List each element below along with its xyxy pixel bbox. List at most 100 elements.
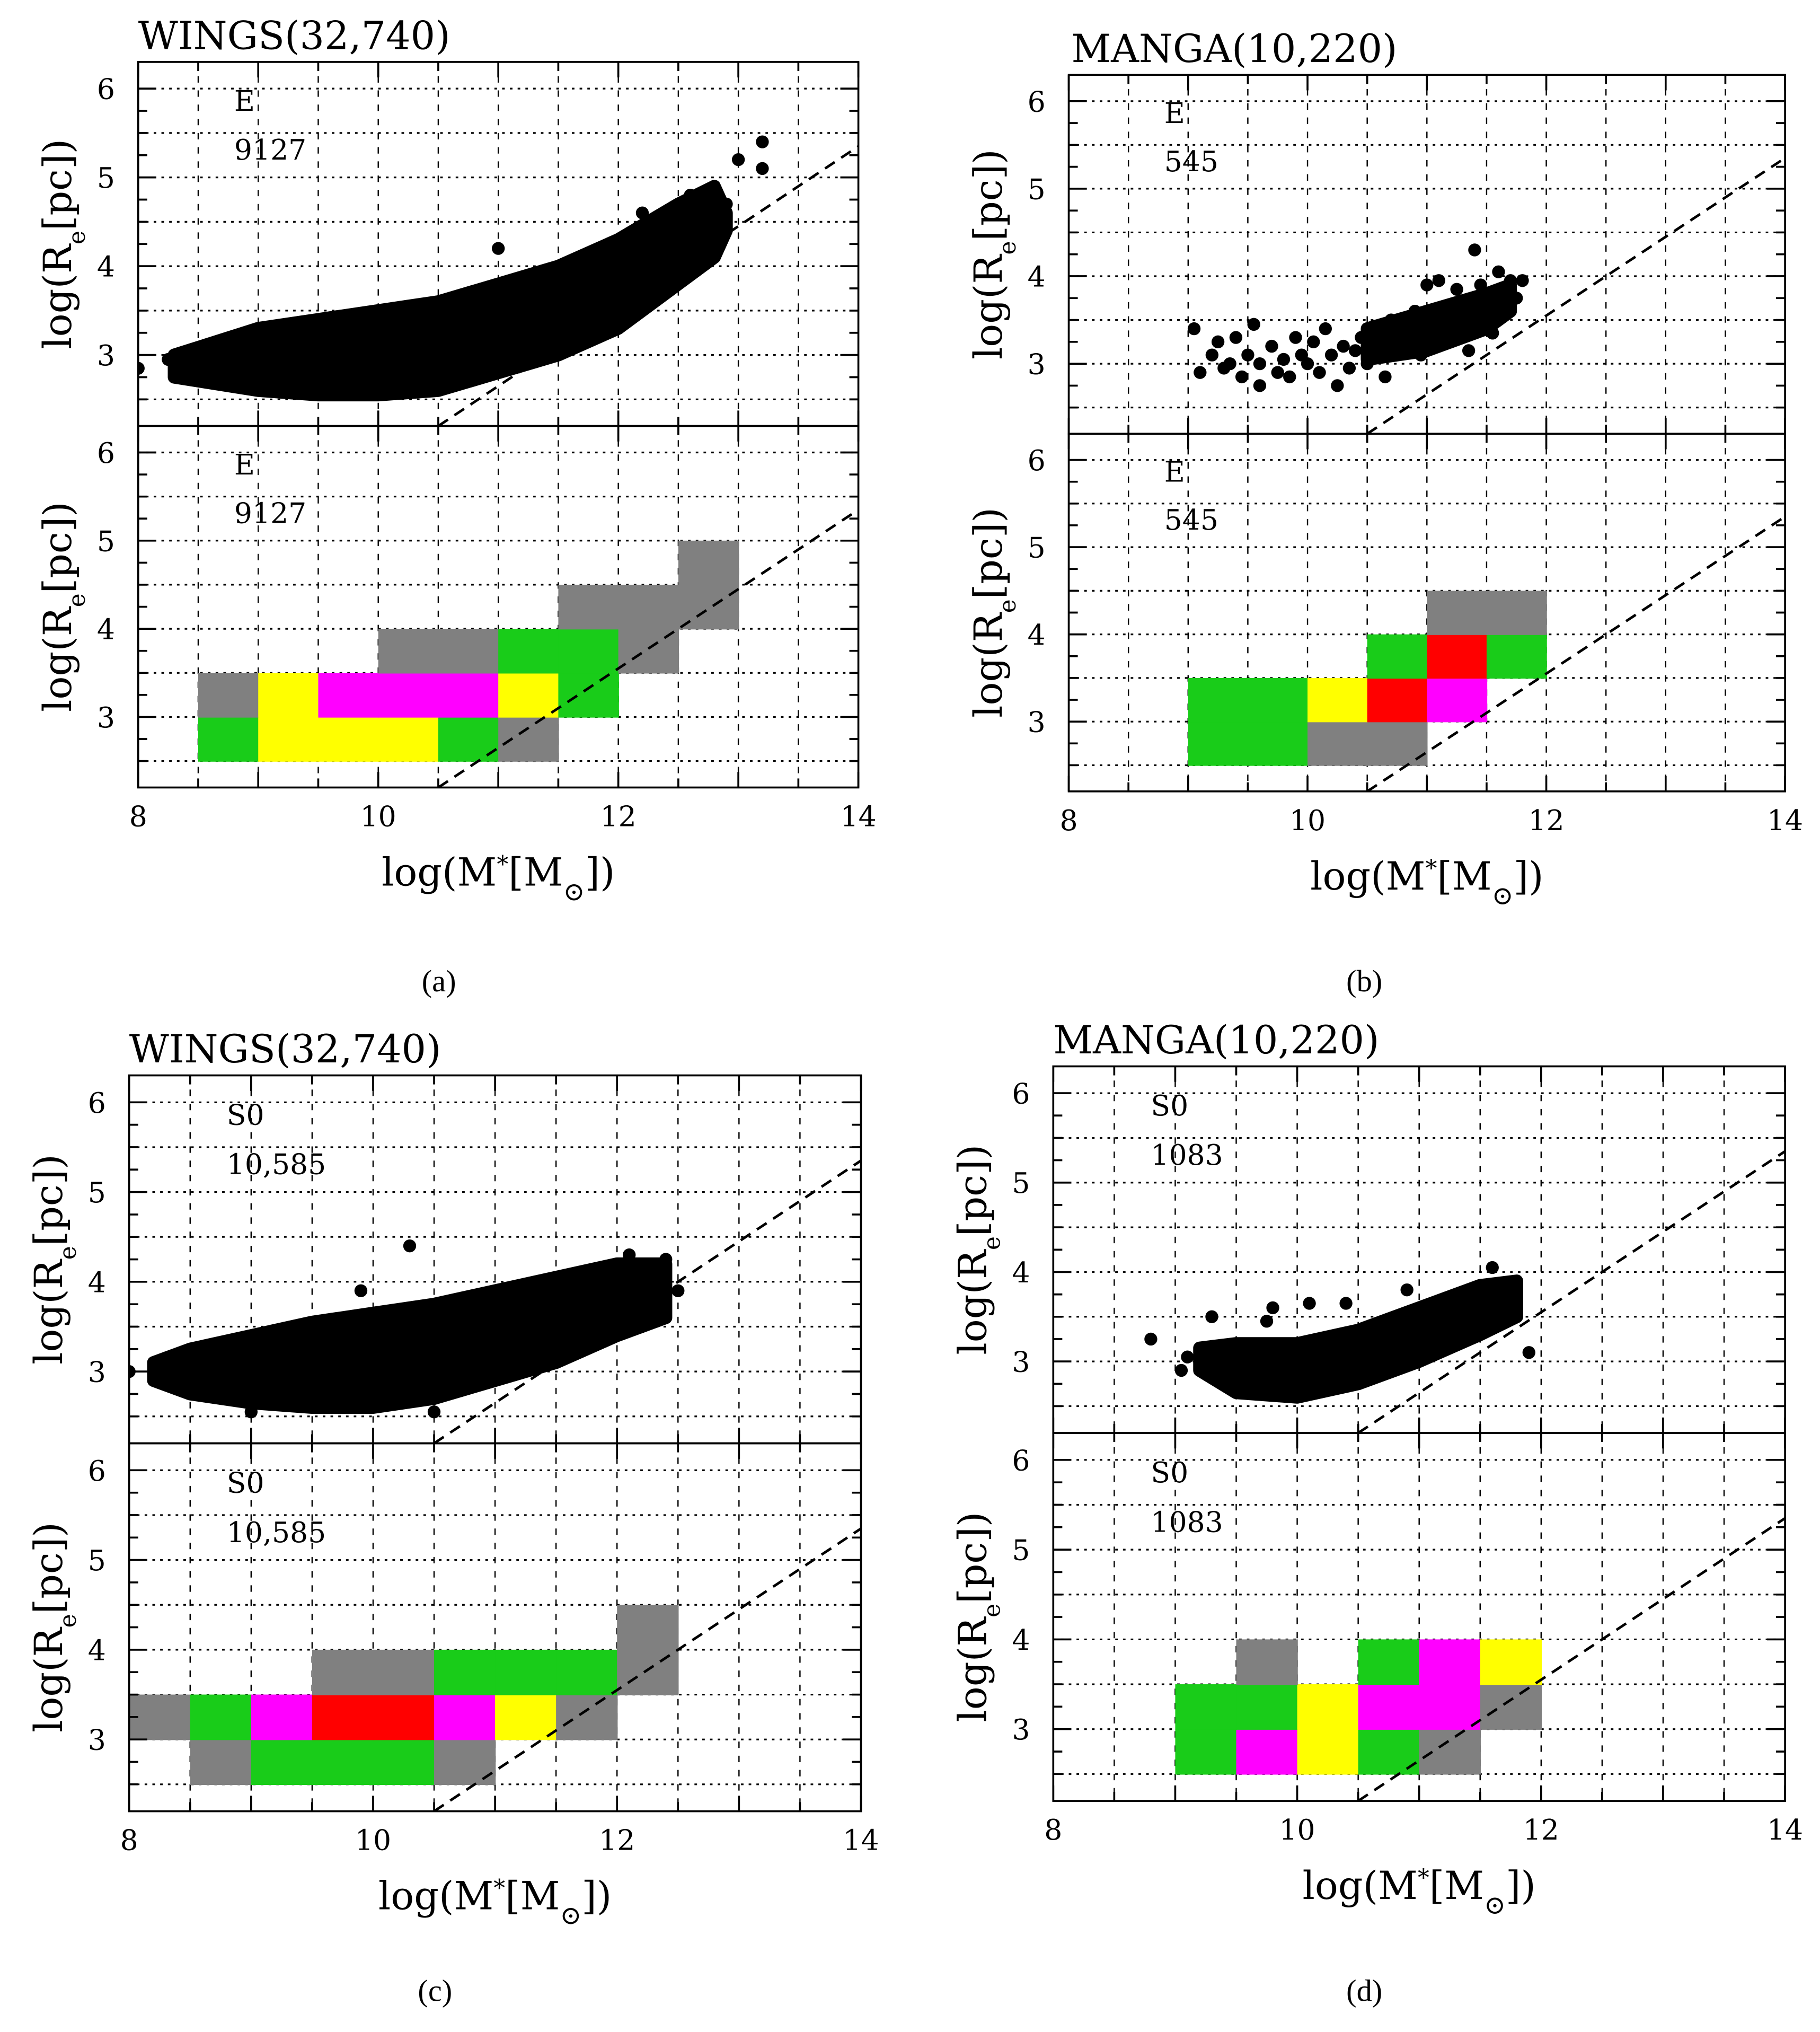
scatter-point	[635, 1320, 648, 1333]
bin-cell-gray	[373, 1649, 435, 1695]
bin-cell-red	[312, 1694, 374, 1740]
panel-caption: (a)	[422, 964, 456, 998]
bin-cell-green	[1188, 678, 1249, 723]
morphology-label: E	[234, 448, 255, 481]
y-label-part: log(R	[966, 612, 1011, 718]
bin-cell-green	[558, 673, 619, 718]
x-tick-label: 10	[355, 1824, 391, 1857]
y-axis-label: log(Re[pc])	[951, 1512, 1006, 1722]
y-axis-label: log(Re[pc])	[966, 507, 1021, 718]
plot-content	[1175, 1517, 1786, 1801]
y-label-subscript: e	[64, 593, 91, 607]
x-label-part: [M	[508, 850, 563, 895]
reference-dashed-line	[1357, 1517, 1786, 1801]
scatter-point	[1313, 366, 1326, 379]
x-tick-label: 10	[360, 800, 396, 833]
scatter-point	[138, 362, 145, 375]
y-label-part: log(R	[36, 243, 81, 349]
scatter-point	[756, 135, 769, 148]
bin-cell-yellow	[1307, 678, 1368, 723]
bin-cell-green	[495, 1649, 557, 1695]
scatter-point	[720, 197, 733, 211]
scatter-point	[1174, 1364, 1188, 1377]
y-tick-label: 4	[1028, 260, 1046, 293]
y-tick-label: 4	[1012, 1256, 1030, 1289]
scatter-point	[1498, 304, 1511, 318]
y-tick-label: 5	[88, 1544, 106, 1577]
scatter-point	[1456, 296, 1470, 309]
plot-frame	[1067, 433, 1786, 793]
scatter-point	[756, 162, 769, 175]
y-tick-label: 3	[97, 701, 115, 734]
scatter-point	[1266, 1301, 1279, 1315]
bin-cell-yellow	[1297, 1684, 1359, 1730]
scatter-point	[1468, 243, 1481, 257]
bin-cell-magenta	[1358, 1684, 1420, 1730]
scatter-point	[1265, 339, 1278, 353]
scatter-point	[1271, 366, 1284, 379]
scatter-point	[1355, 331, 1368, 344]
scatter-point	[1486, 327, 1499, 340]
x-label-part: log(M	[378, 1874, 493, 1919]
galaxy-count: 10,585	[227, 1148, 326, 1181]
scatter-point	[1414, 348, 1428, 362]
panel-title: WINGS(32,740)	[129, 1027, 441, 1072]
x-label-part: log(M	[1302, 1863, 1417, 1908]
y-tick-label: 3	[1028, 706, 1046, 739]
morphology-label: S0	[1151, 1089, 1188, 1122]
bin-cell-magenta	[1236, 1729, 1298, 1775]
x-tick-label: 10	[1279, 1813, 1315, 1846]
y-tick-label: 6	[1028, 85, 1046, 118]
scatter-subplot: 3 4 5 6 E 9127 log(Re[pc])	[36, 61, 860, 427]
scatter-point	[1181, 1350, 1194, 1364]
y-tick-label: 6	[1028, 444, 1046, 477]
x-label-part: log(M	[382, 850, 497, 895]
scatter-point	[1397, 339, 1410, 353]
bin-cell-gray	[129, 1694, 191, 1740]
scatter-density-mass	[1193, 1274, 1523, 1404]
y-label-subscript: e	[55, 1614, 82, 1628]
x-tick-label: 12	[599, 1824, 635, 1857]
x-label-superscript: *	[493, 1875, 505, 1902]
bin-cell-green	[1248, 722, 1309, 766]
bin-cell-red	[1367, 678, 1428, 723]
bin-cell-green	[498, 629, 559, 674]
bin-cell-magenta	[378, 673, 439, 718]
scatter-point	[659, 1253, 673, 1266]
x-tick-label: 10	[1289, 804, 1326, 837]
panel-title: MANGA(10,220)	[1071, 27, 1397, 72]
x-tick-label: 8	[1044, 1813, 1062, 1846]
y-label-part: [pc])	[966, 507, 1011, 599]
scatter-point	[162, 353, 175, 366]
y-label-subscript: e	[994, 241, 1021, 255]
y-tick-label: 4	[1028, 618, 1046, 652]
scatter-point	[1260, 1315, 1274, 1328]
scatter-point	[1486, 1261, 1499, 1274]
scatter-point	[1504, 274, 1517, 287]
scatter-point	[204, 339, 217, 353]
x-label-superscript: *	[1425, 855, 1437, 882]
y-label-part: log(R	[36, 606, 81, 712]
x-label-part: ])	[581, 1874, 612, 1919]
morphology-label: S0	[1151, 1456, 1188, 1489]
y-label-part: [pc])	[966, 149, 1011, 241]
galaxy-count: 545	[1164, 503, 1218, 536]
bin-cell-magenta	[434, 1694, 496, 1740]
scatter-point	[1289, 331, 1302, 344]
bin-cell-gray	[1236, 1639, 1298, 1685]
bin-cell-green	[556, 1649, 618, 1695]
scatter-point	[354, 1284, 368, 1297]
y-label-part: log(R	[951, 1249, 996, 1355]
bin-cell-green	[434, 1649, 496, 1695]
bin-cell-yellow	[318, 717, 379, 762]
x-tick-label: 14	[841, 800, 877, 833]
plot-frame	[128, 1442, 862, 1813]
binned-map-subplot: 3 4 5 6 E 9127 log(Re[pc])	[36, 425, 860, 789]
scatter-point	[1223, 357, 1236, 371]
plot-content	[129, 1159, 861, 1444]
y-tick-label: 3	[1028, 348, 1046, 381]
y-tick-label: 5	[1028, 531, 1046, 565]
scatter-point	[1337, 339, 1350, 353]
y-tick-label: 5	[97, 524, 115, 558]
bin-cell-magenta	[1419, 1684, 1481, 1730]
